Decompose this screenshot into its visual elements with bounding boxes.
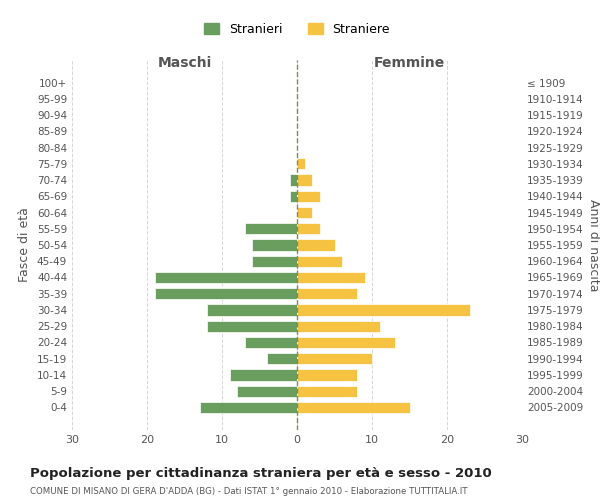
Bar: [290, 190, 297, 202]
Bar: [252, 240, 297, 250]
Text: Popolazione per cittadinanza straniera per età e sesso - 2010: Popolazione per cittadinanza straniera p…: [30, 468, 492, 480]
Y-axis label: Fasce di età: Fasce di età: [19, 208, 31, 282]
Text: COMUNE DI MISANO DI GERA D'ADDA (BG) - Dati ISTAT 1° gennaio 2010 - Elaborazione: COMUNE DI MISANO DI GERA D'ADDA (BG) - D…: [30, 488, 467, 496]
Bar: [229, 370, 297, 380]
Bar: [155, 288, 297, 300]
Bar: [290, 174, 297, 186]
Bar: [252, 256, 297, 267]
Bar: [297, 386, 357, 397]
Bar: [297, 288, 357, 300]
Bar: [297, 304, 470, 316]
Bar: [297, 370, 357, 380]
Text: Femmine: Femmine: [374, 56, 445, 70]
Bar: [297, 256, 342, 267]
Bar: [237, 386, 297, 397]
Bar: [297, 240, 335, 250]
Legend: Stranieri, Straniere: Stranieri, Straniere: [199, 18, 395, 41]
Y-axis label: Anni di nascita: Anni di nascita: [587, 198, 600, 291]
Bar: [297, 353, 372, 364]
Bar: [297, 190, 320, 202]
Bar: [297, 158, 305, 170]
Bar: [155, 272, 297, 283]
Bar: [297, 174, 312, 186]
Bar: [297, 320, 380, 332]
Bar: [297, 337, 395, 348]
Bar: [207, 320, 297, 332]
Bar: [245, 337, 297, 348]
Bar: [267, 353, 297, 364]
Bar: [297, 207, 312, 218]
Bar: [297, 402, 409, 413]
Bar: [245, 223, 297, 234]
Bar: [207, 304, 297, 316]
Bar: [297, 223, 320, 234]
Bar: [199, 402, 297, 413]
Bar: [297, 272, 365, 283]
Text: Maschi: Maschi: [157, 56, 212, 70]
